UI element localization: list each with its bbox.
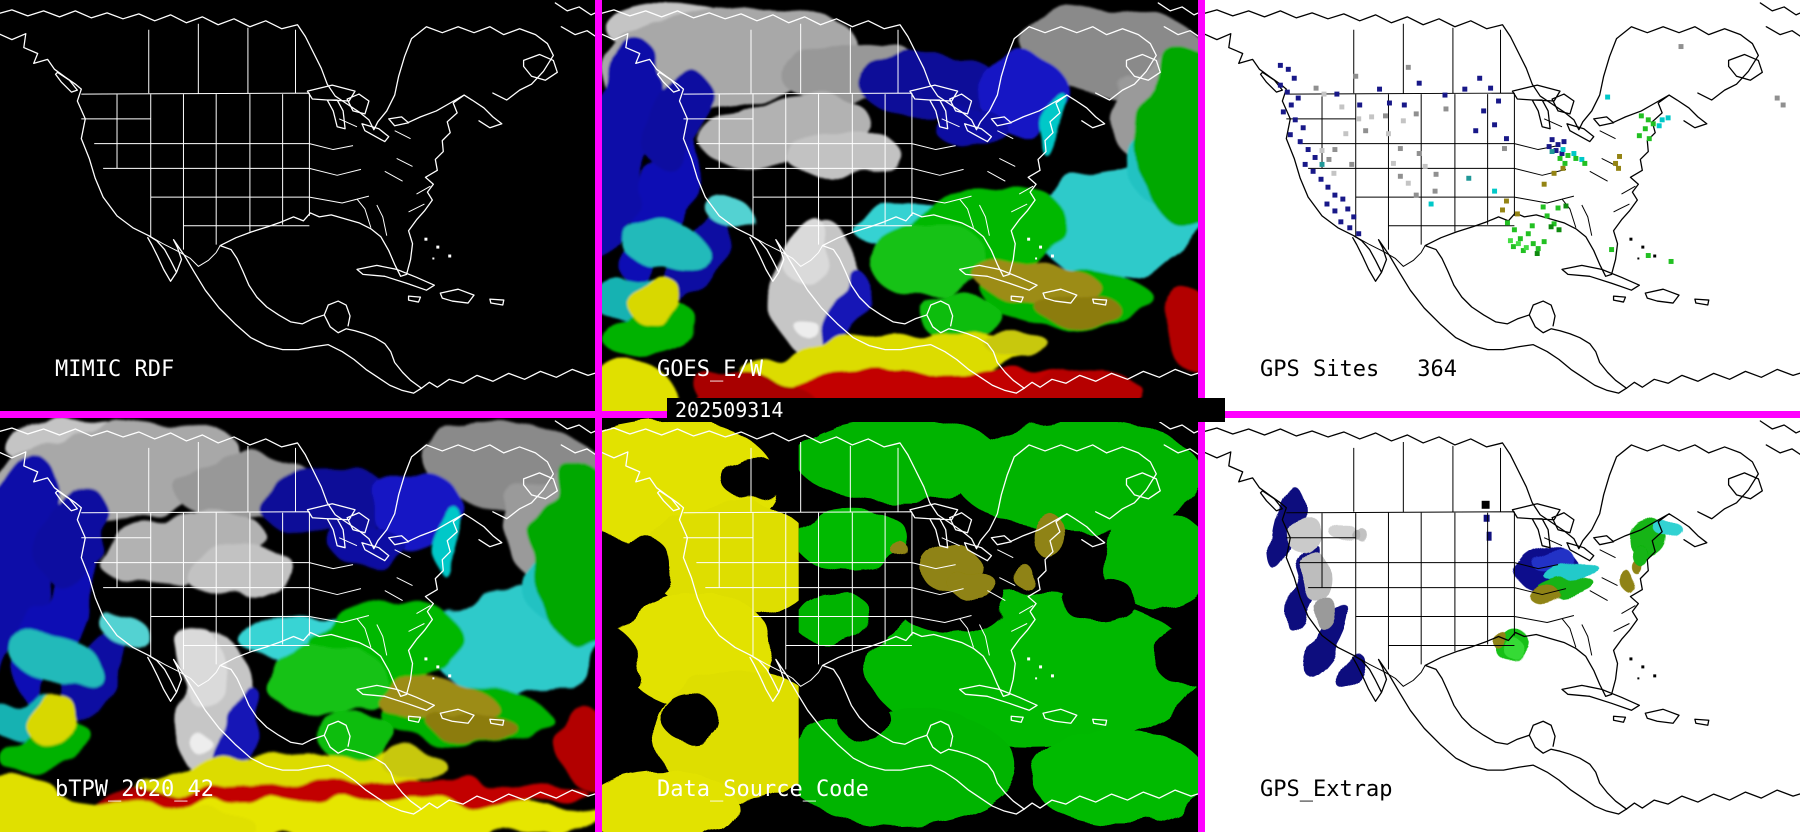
panel-gps-sites: GPS Sites 364	[1205, 0, 1800, 411]
gps-sites-label: GPS Sites	[1260, 357, 1380, 382]
gps-extrap-map	[1205, 420, 1800, 815]
gps-source-patches	[894, 515, 1068, 598]
gps-site-markers	[1277, 44, 1786, 264]
goes-west-coverage	[602, 418, 799, 832]
goes-east-coverage	[798, 418, 1198, 826]
panel-title-goes-ew: GOES_E/W	[657, 357, 763, 382]
north-america-outline	[1205, 2, 1800, 394]
panel-title-gps-extrap: GPS_Extrap	[1260, 777, 1393, 802]
timestamp-bar: 202509314	[667, 398, 1225, 422]
extrap-point-markers	[1481, 500, 1492, 541]
panel-gps-extrap: GPS_Extrap	[1205, 418, 1800, 832]
mimic-rdf-map	[0, 2, 595, 394]
timestamp-text: 202509314	[675, 398, 784, 422]
data-source-code-map	[602, 418, 1198, 832]
panel-title-btpw: bTPW_2020_42	[55, 777, 214, 802]
panel-btpw: bTPW_2020_42	[0, 418, 595, 832]
gps-sites-map	[1205, 2, 1800, 394]
panel-title-gps-sites: GPS Sites 364	[1260, 358, 1457, 382]
north-america-outline	[0, 2, 595, 394]
goes-ew-imagery	[602, 2, 1198, 411]
panel-title-mimic-rdf: MIMIC RDF	[55, 357, 175, 382]
tpw-color-field	[0, 419, 595, 832]
panel-data-source-code: Data_Source_Code	[602, 418, 1198, 832]
extrapolated-tpw-regions	[1270, 486, 1683, 689]
panel-mimic-rdf: MIMIC RDF	[0, 0, 595, 411]
btpw-imagery	[0, 419, 595, 832]
panel-goes-ew: GOES_E/W	[602, 0, 1198, 411]
gps-sites-count: 364	[1417, 357, 1457, 382]
panel-title-data-source-code: Data_Source_Code	[657, 777, 869, 802]
